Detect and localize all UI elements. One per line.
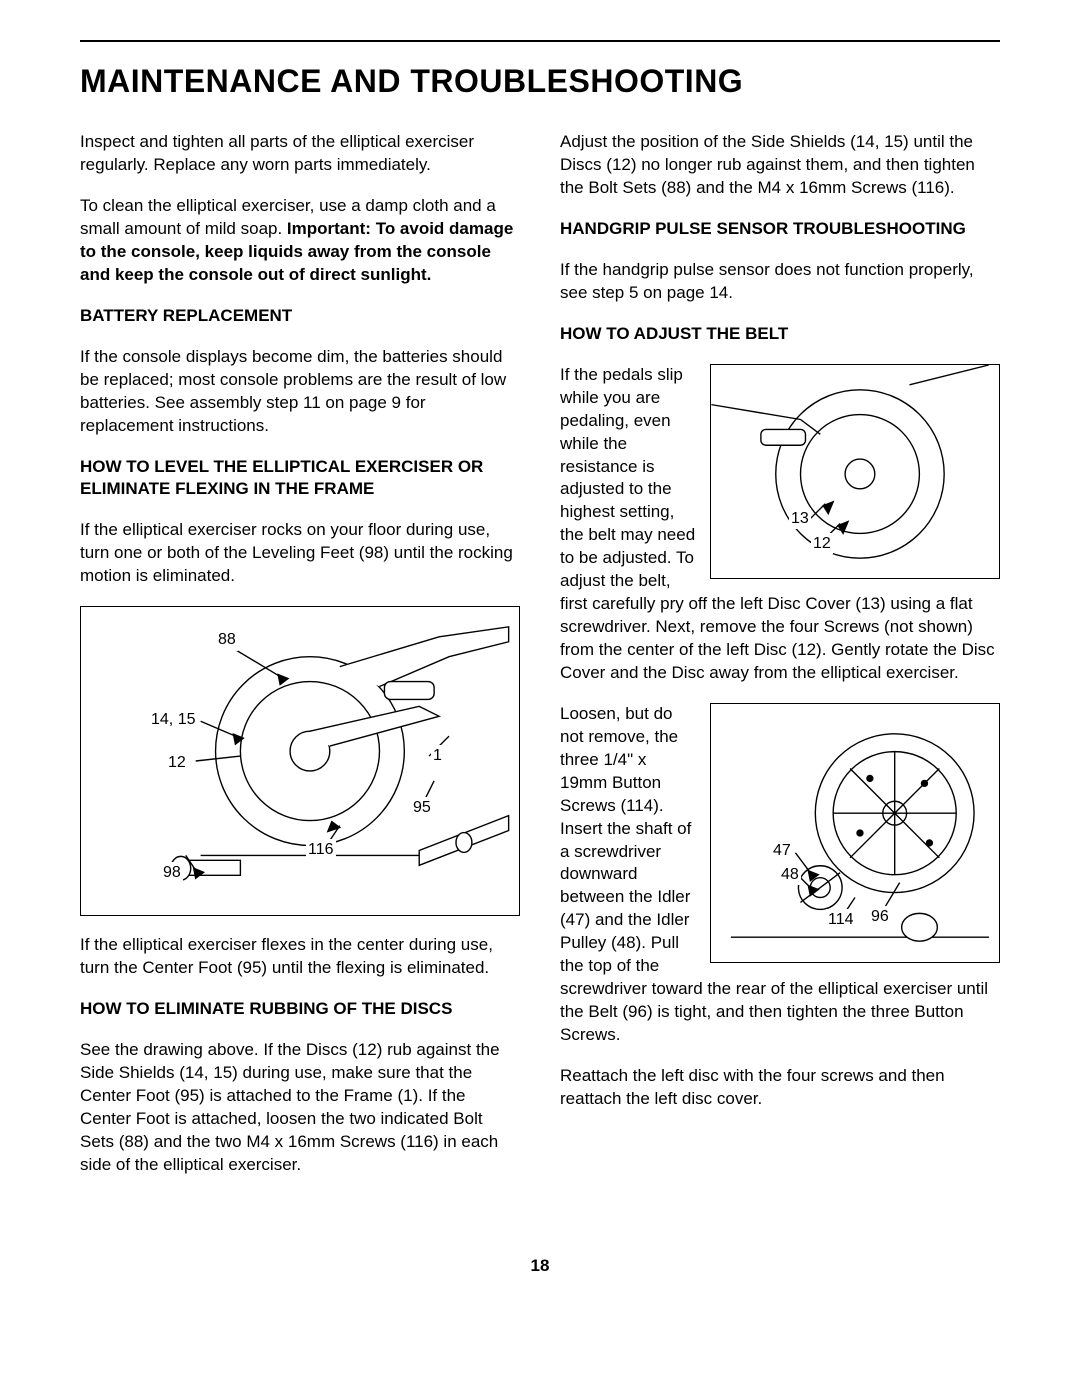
heading-belt: HOW TO ADJUST THE BELT: [560, 323, 1000, 346]
heading-handgrip: HANDGRIP PULSE SENSOR TROUBLESHOOTING: [560, 218, 1000, 241]
heading-level: HOW TO LEVEL THE ELLIPTICAL EXERCISER OR…: [80, 456, 520, 502]
figure-disc-cover-svg: [711, 365, 999, 578]
figure-disc-cover: 13 12: [710, 364, 1000, 579]
callout-95: 95: [411, 797, 433, 819]
heading-rubbing: HOW TO ELIMINATE RUBBING OF THE DISCS: [80, 998, 520, 1021]
callout-13: 13: [789, 508, 811, 530]
callout-88: 88: [216, 629, 238, 651]
heading-battery: BATTERY REPLACEMENT: [80, 305, 520, 328]
belt-block-1: 13 12 If the pedals slip while you are p…: [560, 364, 1000, 685]
callout-12: 12: [811, 533, 833, 555]
callout-48: 48: [779, 864, 801, 886]
rubbing-para: See the drawing above. If the Discs (12)…: [80, 1039, 520, 1177]
callout-12: 12: [166, 752, 188, 774]
belt-block-2: 47 48 114 96 Loosen, but do not remove, …: [560, 703, 1000, 1047]
flex-para: If the elliptical exerciser flexes in th…: [80, 934, 520, 980]
page-number: 18: [80, 1255, 1000, 1278]
left-column: Inspect and tighten all parts of the ell…: [80, 131, 520, 1194]
figure-leveling: 88 14, 15 12 98 116 95 1: [80, 606, 520, 916]
page-title: MAINTENANCE AND TROUBLESHOOTING: [80, 60, 1000, 103]
callout-116: 116: [306, 839, 336, 861]
reattach-para: Reattach the left disc with the four scr…: [560, 1065, 1000, 1111]
handgrip-para: If the handgrip pulse sensor does not fu…: [560, 259, 1000, 305]
belt-p4a: Loosen, but do not remove, the three 1/4…: [560, 704, 691, 998]
callout-1: 1: [431, 745, 444, 767]
callout-98: 98: [161, 862, 183, 884]
callout-1415: 14, 15: [149, 709, 197, 731]
figure-idler: 47 48 114 96: [710, 703, 1000, 963]
adjust-shields-para: Adjust the position of the Side Shields …: [560, 131, 1000, 200]
figure-leveling-svg: [81, 607, 519, 915]
top-rule: [80, 40, 1000, 42]
battery-para: If the console displays become dim, the …: [80, 346, 520, 438]
level-para: If the elliptical exerciser rocks on you…: [80, 519, 520, 588]
callout-114: 114: [826, 909, 856, 931]
two-column-layout: Inspect and tighten all parts of the ell…: [80, 131, 1000, 1194]
right-column: Adjust the position of the Side Shields …: [560, 131, 1000, 1194]
intro-para-2: To clean the elliptical exerciser, use a…: [80, 195, 520, 287]
callout-96: 96: [869, 906, 891, 928]
callout-47: 47: [771, 840, 793, 862]
intro-para-1: Inspect and tighten all parts of the ell…: [80, 131, 520, 177]
